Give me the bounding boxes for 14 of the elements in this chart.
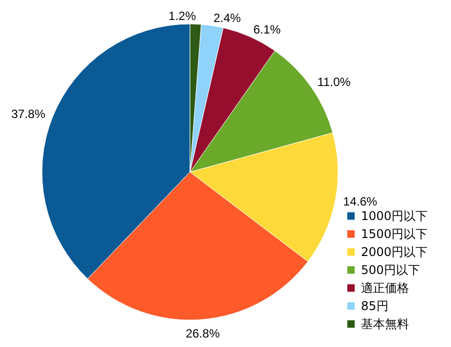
legend-label: 2000円以下 <box>361 245 428 259</box>
data-label: 1.2% <box>168 9 196 24</box>
legend-label: 85円 <box>361 299 388 313</box>
legend-label: 適正価格 <box>361 281 409 295</box>
data-label: 14.6% <box>343 194 378 208</box>
data-label: 37.8% <box>11 106 46 121</box>
data-label: 11.0% <box>317 75 351 90</box>
legend-label: 1000円以下 <box>361 209 428 223</box>
legend-label: 500円以下 <box>361 263 420 277</box>
data-label: 6.1% <box>253 22 282 36</box>
legend-label: 基本無料 <box>361 317 409 331</box>
legend-label: 1500円以下 <box>361 227 428 241</box>
data-label: 2.4% <box>213 10 242 25</box>
data-label: 26.8% <box>186 326 220 340</box>
